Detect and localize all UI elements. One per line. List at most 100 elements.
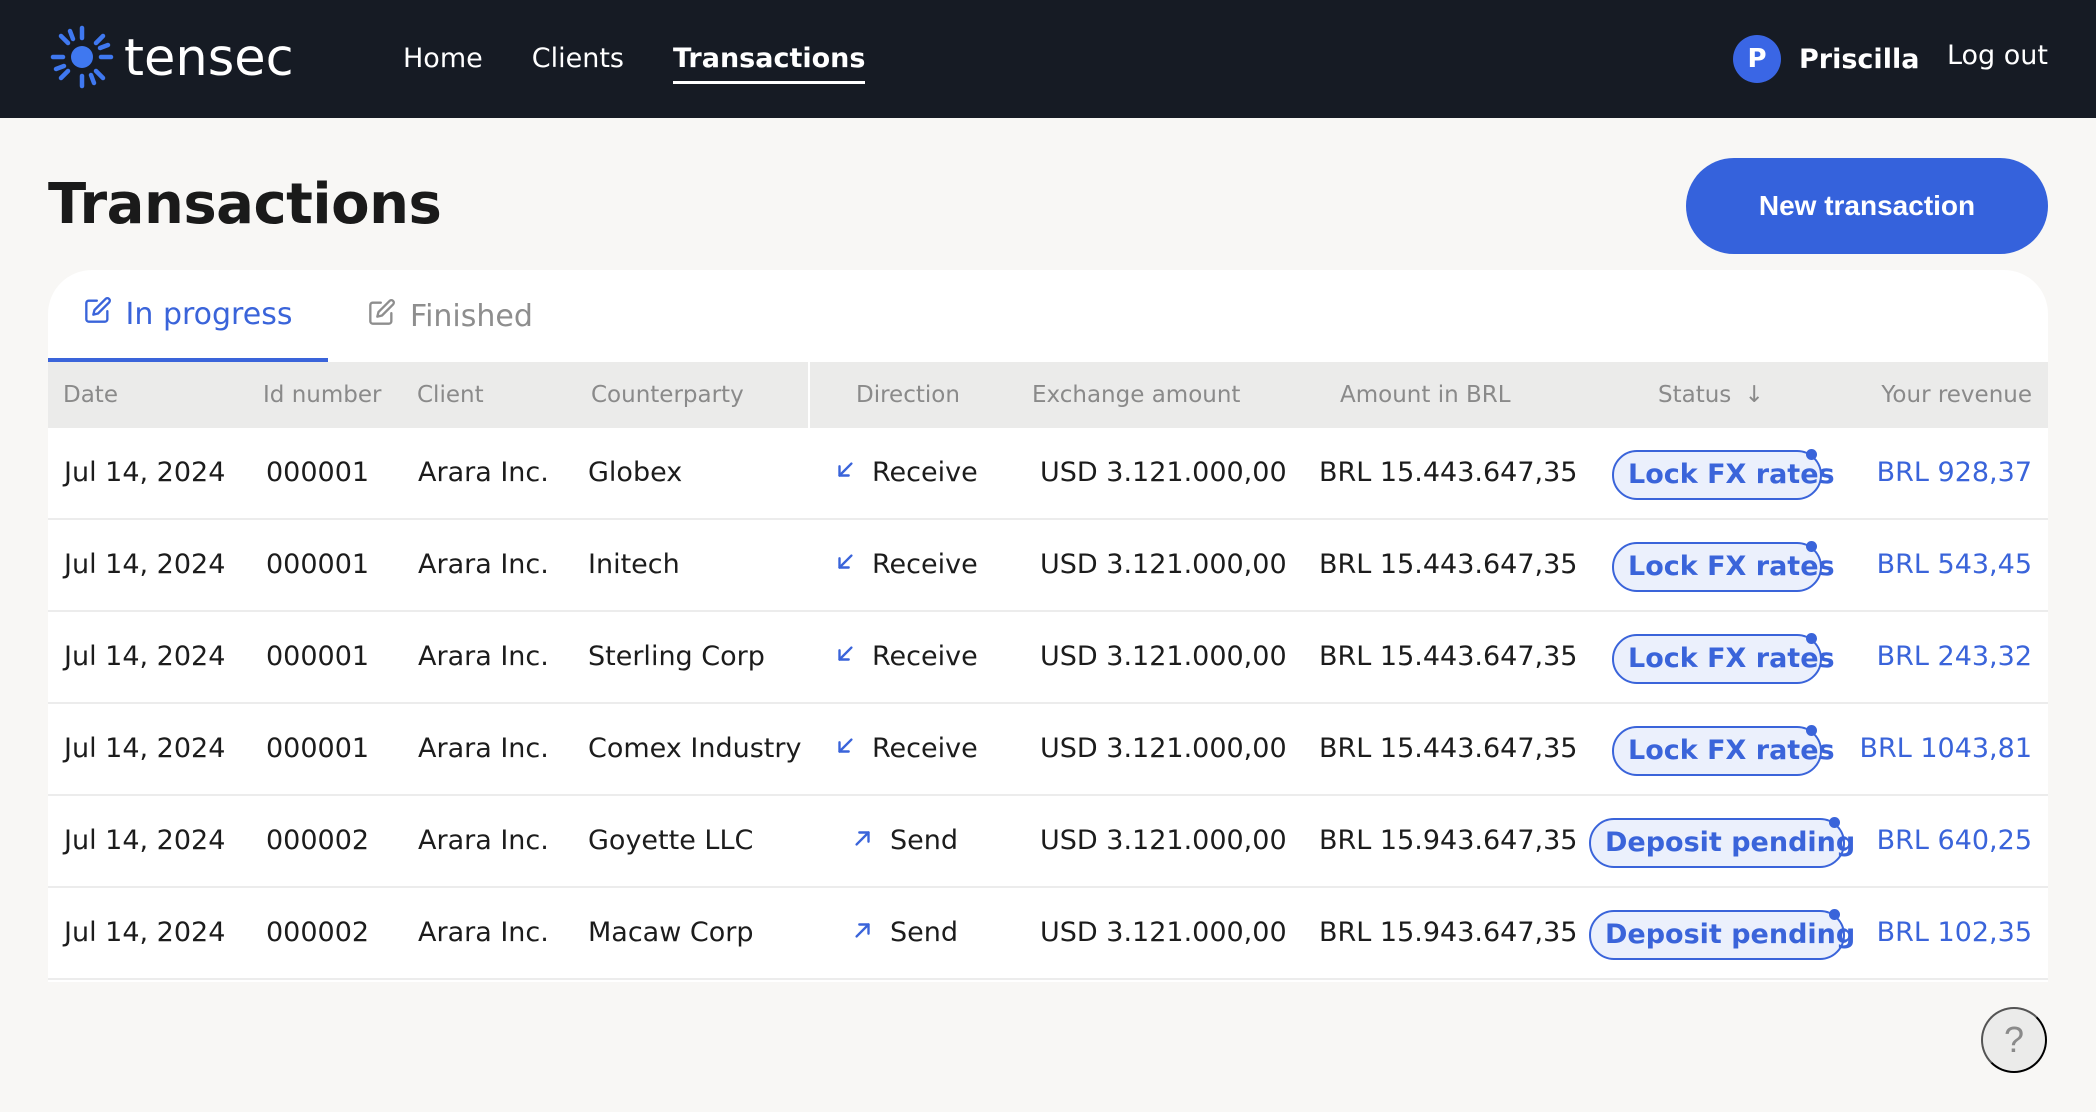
arrow-up-right-icon (852, 796, 890, 886)
notification-dot (1806, 633, 1817, 644)
nav-home[interactable]: Home (403, 42, 483, 74)
cell-id: 000001 (266, 641, 370, 672)
cell-id: 000001 (266, 733, 370, 764)
notification-dot (1806, 725, 1817, 736)
top-bar: tensec Home Clients Transactions P Prisc… (0, 0, 2096, 118)
cell-amount-brl: BRL 15.943.647,35 (1319, 917, 1578, 948)
new-transaction-button[interactable]: New transaction (1686, 158, 2048, 254)
sun-logo-icon (48, 23, 116, 95)
cell-revenue[interactable]: BRL 543,45 (1876, 549, 2032, 580)
logo-text: tensec (124, 29, 294, 88)
col-amount-brl[interactable]: Amount in BRL (1340, 382, 1511, 408)
cell-exchange-amount: USD 3.121.000,00 (1040, 733, 1287, 764)
col-exchange-amount[interactable]: Exchange amount (1032, 382, 1241, 408)
cell-date: Jul 14, 2024 (64, 457, 226, 488)
cell-direction: Send (852, 888, 958, 978)
col-status-label: Status (1658, 382, 1732, 408)
cell-counterparty: Initech (588, 549, 680, 580)
cell-counterparty: Macaw Corp (588, 917, 754, 948)
cell-amount-brl: BRL 15.943.647,35 (1319, 825, 1578, 856)
cell-revenue[interactable]: BRL 640,25 (1876, 825, 2032, 856)
cell-client: Arara Inc. (418, 641, 549, 672)
col-status[interactable]: Status ↓ (1658, 362, 1764, 428)
tab-label: Finished (410, 298, 533, 334)
nav-transactions[interactable]: Transactions (672, 35, 866, 84)
cell-revenue[interactable]: BRL 928,37 (1876, 457, 2032, 488)
cell-direction: Receive (834, 704, 978, 794)
status-badge[interactable]: Lock FX rates (1612, 449, 1835, 500)
table-row[interactable]: Jul 14, 2024 000002 Arara Inc. Goyette L… (48, 796, 2048, 888)
user-name: Priscilla (1799, 43, 1920, 75)
cell-exchange-amount: USD 3.121.000,00 (1040, 641, 1287, 672)
col-your-revenue[interactable]: Your revenue (1881, 382, 2032, 408)
cell-revenue[interactable]: BRL 1043,81 (1859, 733, 2032, 764)
cell-direction: Send (852, 796, 958, 886)
main-nav: Home Clients Transactions (403, 0, 914, 118)
col-direction[interactable]: Direction (856, 382, 960, 408)
cell-counterparty: Comex Industry (588, 733, 802, 764)
cell-exchange-amount: USD 3.121.000,00 (1040, 917, 1287, 948)
cell-exchange-amount: USD 3.121.000,00 (1040, 549, 1287, 580)
avatar: P (1733, 35, 1781, 83)
tab-label: In progress (125, 296, 293, 332)
logo[interactable]: tensec (48, 25, 294, 93)
cell-id: 000002 (266, 917, 370, 948)
nav-clients[interactable]: Clients (531, 42, 624, 74)
col-counterparty[interactable]: Counterparty (591, 382, 744, 408)
table-header: Date Id number Client Counterparty Direc… (48, 362, 2048, 428)
notification-dot (1829, 817, 1840, 828)
status-badge[interactable]: Lock FX rates (1612, 725, 1835, 776)
cell-id: 000001 (266, 457, 370, 488)
status-badge[interactable]: Lock FX rates (1612, 633, 1835, 684)
user-menu[interactable]: P Priscilla (1733, 35, 1919, 83)
cell-exchange-amount: USD 3.121.000,00 (1040, 457, 1287, 488)
table-row[interactable]: Jul 14, 2024 000001 Arara Inc. Globex Re… (48, 428, 2048, 520)
cell-client: Arara Inc. (418, 733, 549, 764)
status-badge[interactable]: Deposit pending (1589, 817, 1855, 868)
cell-counterparty: Globex (588, 457, 683, 488)
col-id-number[interactable]: Id number (263, 382, 382, 408)
table-body: Jul 14, 2024 000001 Arara Inc. Globex Re… (48, 428, 2048, 980)
table-row[interactable]: Jul 14, 2024 000001 Arara Inc. Sterling … (48, 612, 2048, 704)
cell-id: 000002 (266, 825, 370, 856)
cell-client: Arara Inc. (418, 457, 549, 488)
cell-id: 000001 (266, 549, 370, 580)
cell-client: Arara Inc. (418, 917, 549, 948)
arrow-down-left-icon (834, 704, 872, 794)
cell-date: Jul 14, 2024 (64, 917, 226, 948)
tabs: In progress Finished (48, 270, 2048, 362)
table-row[interactable]: Jul 14, 2024 000002 Arara Inc. Macaw Cor… (48, 888, 2048, 980)
column-divider (808, 362, 810, 428)
cell-amount-brl: BRL 15.443.647,35 (1319, 641, 1578, 672)
logout-link[interactable]: Log out (1946, 40, 2048, 71)
cell-client: Arara Inc. (418, 549, 549, 580)
col-date[interactable]: Date (63, 382, 118, 408)
transactions-card: In progress Finished Date Id number Clie… (48, 270, 2048, 982)
arrow-down-left-icon (834, 428, 872, 518)
tab-in-progress[interactable]: In progress (48, 270, 328, 362)
edit-icon (368, 298, 410, 334)
cell-amount-brl: BRL 15.443.647,35 (1319, 549, 1578, 580)
col-client[interactable]: Client (417, 382, 484, 408)
cell-date: Jul 14, 2024 (64, 825, 226, 856)
help-button[interactable]: ? (1981, 1007, 2047, 1073)
cell-amount-brl: BRL 15.443.647,35 (1319, 457, 1578, 488)
cell-revenue[interactable]: BRL 102,35 (1876, 917, 2032, 948)
cell-date: Jul 14, 2024 (64, 733, 226, 764)
tab-finished[interactable]: Finished (368, 270, 533, 362)
cell-exchange-amount: USD 3.121.000,00 (1040, 825, 1287, 856)
cell-direction: Receive (834, 520, 978, 610)
table-row[interactable]: Jul 14, 2024 000001 Arara Inc. Initech R… (48, 520, 2048, 612)
cell-revenue[interactable]: BRL 243,32 (1876, 641, 2032, 672)
sort-down-icon: ↓ (1744, 382, 1764, 408)
status-badge[interactable]: Deposit pending (1589, 909, 1855, 960)
notification-dot (1829, 909, 1840, 920)
arrow-down-left-icon (834, 520, 872, 610)
status-badge[interactable]: Lock FX rates (1612, 541, 1835, 592)
cell-direction: Receive (834, 612, 978, 702)
arrow-down-left-icon (834, 612, 872, 702)
notification-dot (1806, 449, 1817, 460)
notification-dot (1806, 541, 1817, 552)
edit-icon (84, 296, 126, 332)
table-row[interactable]: Jul 14, 2024 000001 Arara Inc. Comex Ind… (48, 704, 2048, 796)
